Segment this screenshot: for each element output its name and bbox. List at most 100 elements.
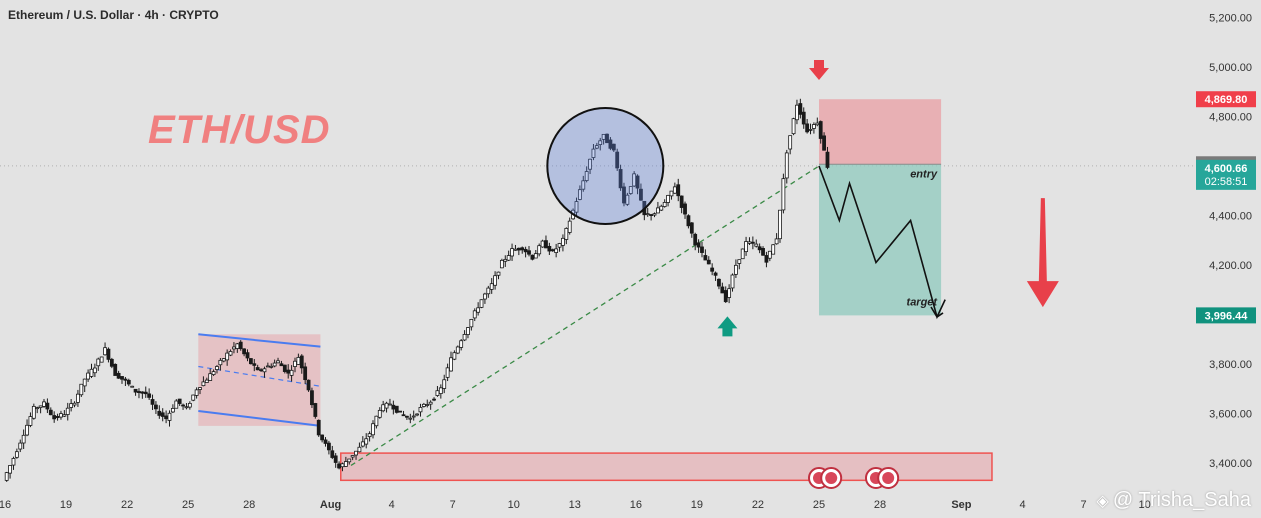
candle-body xyxy=(92,367,97,374)
price-marker-label: 4,869.80 xyxy=(1205,94,1248,106)
candle-body xyxy=(89,368,94,377)
candle-body xyxy=(476,307,481,313)
candle-body xyxy=(791,118,796,135)
candle-body xyxy=(561,237,565,246)
stop-loss-zone xyxy=(819,99,942,165)
candle-body xyxy=(187,402,192,408)
candle-body xyxy=(221,358,226,362)
candle-body xyxy=(384,402,389,409)
candle-body xyxy=(771,244,776,255)
candle-body xyxy=(76,393,80,403)
candle-body xyxy=(510,248,514,257)
candle-body xyxy=(798,103,803,115)
candle-body xyxy=(228,351,233,356)
candle-body xyxy=(130,385,135,388)
candle-body xyxy=(181,404,185,407)
candle-body xyxy=(147,393,152,398)
candle-body xyxy=(706,259,711,265)
candle-body xyxy=(350,455,355,458)
candle-body xyxy=(354,450,358,456)
projection-arrowhead xyxy=(930,306,944,319)
price-marker-label: 3,996.44 xyxy=(1205,310,1249,322)
candle-body xyxy=(279,363,284,367)
candle-body xyxy=(455,346,460,354)
candle-body xyxy=(584,171,589,181)
candle-body xyxy=(377,409,382,418)
rising-trendline xyxy=(350,165,820,467)
y-tick-label: 4,800.00 xyxy=(1209,112,1252,124)
candle-body xyxy=(394,405,399,413)
candle-body xyxy=(360,441,365,447)
candle-body xyxy=(401,414,406,417)
candle-body xyxy=(218,359,223,366)
candle-body xyxy=(347,458,352,463)
candle-body xyxy=(215,366,219,370)
candle-body xyxy=(795,104,799,121)
candle-body xyxy=(143,391,148,395)
candle-body xyxy=(72,402,77,406)
x-tick-label: 28 xyxy=(243,499,255,511)
candle-body xyxy=(86,372,90,380)
news-event-flag-icon xyxy=(825,472,838,484)
candle-body xyxy=(700,246,704,253)
candle-body xyxy=(150,399,155,405)
candle-body xyxy=(293,360,297,367)
channel-upper-line xyxy=(198,333,321,348)
candle-body xyxy=(204,379,209,383)
candle-body xyxy=(662,202,667,207)
candle-body xyxy=(723,290,728,303)
candle-body xyxy=(21,434,26,444)
candle-body xyxy=(59,413,63,418)
candle-body xyxy=(18,442,23,450)
candle-body xyxy=(750,241,755,244)
candle-body xyxy=(248,358,253,365)
price-marker xyxy=(1196,91,1256,108)
candle-body xyxy=(754,243,759,247)
channel-fill xyxy=(198,334,321,426)
candle-body xyxy=(201,381,206,387)
candle-body xyxy=(48,409,53,416)
sell-signal-arrow-icon xyxy=(809,59,829,80)
candle-body xyxy=(164,415,169,420)
channel-lower-line xyxy=(198,410,321,427)
candle-body xyxy=(303,366,308,381)
y-tick-label: 3,800.00 xyxy=(1209,359,1252,371)
candle-body xyxy=(520,247,525,251)
candle-body xyxy=(157,410,162,416)
tradingview-logo-icon: ◈ xyxy=(1096,493,1109,510)
candle-body xyxy=(784,152,789,179)
candle-body xyxy=(530,254,535,260)
candle-body xyxy=(767,250,772,259)
candle-body xyxy=(381,404,386,412)
candle-body xyxy=(676,184,681,197)
candle-body xyxy=(428,401,433,405)
candle-body xyxy=(645,213,650,216)
candle-body xyxy=(133,388,138,393)
candle-body xyxy=(527,250,531,255)
candle-body xyxy=(262,368,267,373)
candle-body xyxy=(432,398,436,401)
x-tick-label: Sep xyxy=(951,499,971,511)
candle-body xyxy=(764,255,769,263)
candle-body xyxy=(523,248,528,253)
candles xyxy=(4,98,830,482)
candle-body xyxy=(337,463,341,469)
candle-body xyxy=(625,194,630,205)
candle-body xyxy=(459,340,464,348)
candle-body xyxy=(635,175,640,189)
author-credit-text: @ Trisha_Saha xyxy=(1112,489,1251,511)
candle-body xyxy=(140,391,145,394)
candle-body xyxy=(581,180,586,190)
candle-body xyxy=(154,404,158,410)
candle-body xyxy=(686,215,691,227)
candle-body xyxy=(588,158,592,170)
candle-body xyxy=(191,394,196,401)
candle-body xyxy=(177,398,182,404)
candle-body xyxy=(825,151,830,168)
candle-body xyxy=(38,405,43,408)
candle-body xyxy=(466,327,470,335)
candle-body xyxy=(320,434,325,441)
candle-body xyxy=(364,438,369,445)
candle-body xyxy=(605,133,609,144)
